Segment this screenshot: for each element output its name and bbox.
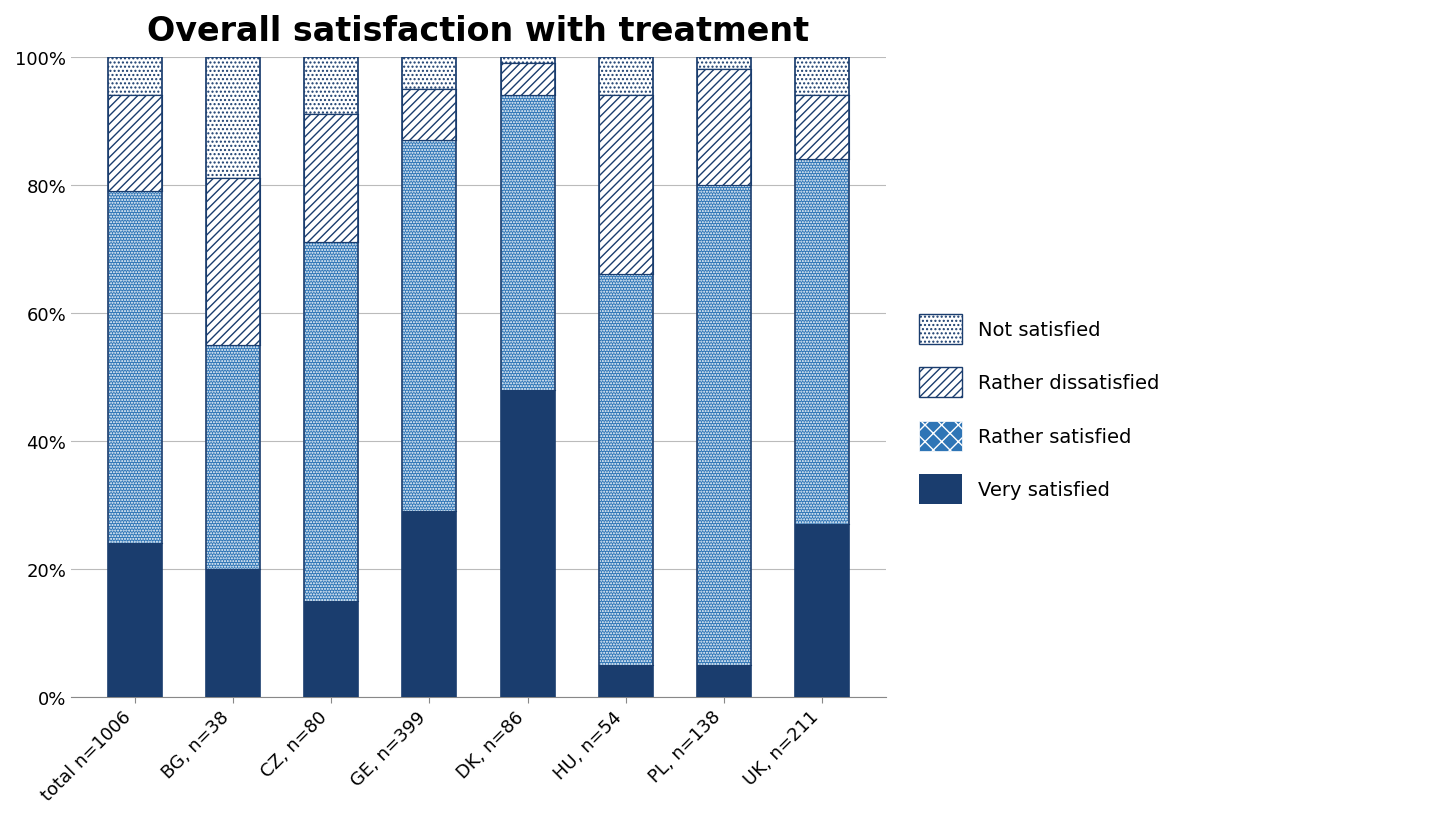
Bar xyxy=(205,57,260,179)
Bar xyxy=(500,96,555,390)
Bar xyxy=(795,57,849,96)
Bar xyxy=(795,96,849,160)
Bar xyxy=(108,192,162,544)
Bar xyxy=(697,185,752,665)
Bar xyxy=(108,96,162,192)
Bar xyxy=(305,243,358,601)
Bar xyxy=(500,96,555,390)
Bar xyxy=(402,141,457,512)
Bar xyxy=(108,57,162,96)
Bar xyxy=(402,512,457,697)
Bar xyxy=(402,141,457,512)
Bar xyxy=(205,346,260,569)
Bar xyxy=(795,57,849,697)
Bar xyxy=(599,665,652,697)
Bar xyxy=(205,57,260,697)
Bar xyxy=(305,57,358,115)
Bar xyxy=(205,346,260,569)
Bar xyxy=(108,544,162,697)
Bar xyxy=(305,115,358,243)
Bar xyxy=(205,569,260,697)
Bar xyxy=(402,57,457,697)
Bar xyxy=(108,192,162,544)
Title: Overall satisfaction with treatment: Overall satisfaction with treatment xyxy=(148,15,809,48)
Bar xyxy=(402,89,457,141)
Bar xyxy=(108,192,162,544)
Bar xyxy=(205,179,260,346)
Bar xyxy=(599,275,652,665)
Bar xyxy=(402,57,457,89)
Bar xyxy=(108,57,162,96)
Bar xyxy=(500,57,555,64)
Bar xyxy=(599,57,652,96)
Bar xyxy=(108,96,162,192)
Bar xyxy=(305,57,358,115)
Bar xyxy=(500,57,555,697)
Bar xyxy=(795,96,849,160)
Bar xyxy=(795,57,849,96)
Bar xyxy=(697,70,752,185)
Bar xyxy=(500,64,555,96)
Bar xyxy=(795,160,849,524)
Bar xyxy=(599,96,652,275)
Bar xyxy=(305,57,358,697)
Bar xyxy=(205,346,260,569)
Bar xyxy=(402,57,457,89)
Bar xyxy=(697,665,752,697)
Bar xyxy=(599,96,652,275)
Bar xyxy=(305,601,358,697)
Bar xyxy=(599,57,652,96)
Bar xyxy=(599,275,652,665)
Bar xyxy=(795,160,849,524)
Bar xyxy=(697,185,752,665)
Bar xyxy=(697,57,752,70)
Bar xyxy=(305,243,358,601)
Bar xyxy=(697,57,752,70)
Bar xyxy=(108,57,162,697)
Bar xyxy=(795,160,849,524)
Bar xyxy=(205,179,260,346)
Bar xyxy=(500,64,555,96)
Bar xyxy=(305,243,358,601)
Bar xyxy=(500,390,555,697)
Bar xyxy=(697,70,752,185)
Bar xyxy=(599,275,652,665)
Bar xyxy=(402,89,457,141)
Bar xyxy=(402,141,457,512)
Bar xyxy=(305,115,358,243)
Bar xyxy=(500,96,555,390)
Bar xyxy=(697,57,752,697)
Bar xyxy=(500,57,555,64)
Bar xyxy=(697,185,752,665)
Bar xyxy=(795,524,849,697)
Legend: Not satisfied, Rather dissatisfied, Rather satisfied, Very satisfied: Not satisfied, Rather dissatisfied, Rath… xyxy=(904,299,1174,520)
Bar xyxy=(205,57,260,179)
Bar xyxy=(599,57,652,697)
